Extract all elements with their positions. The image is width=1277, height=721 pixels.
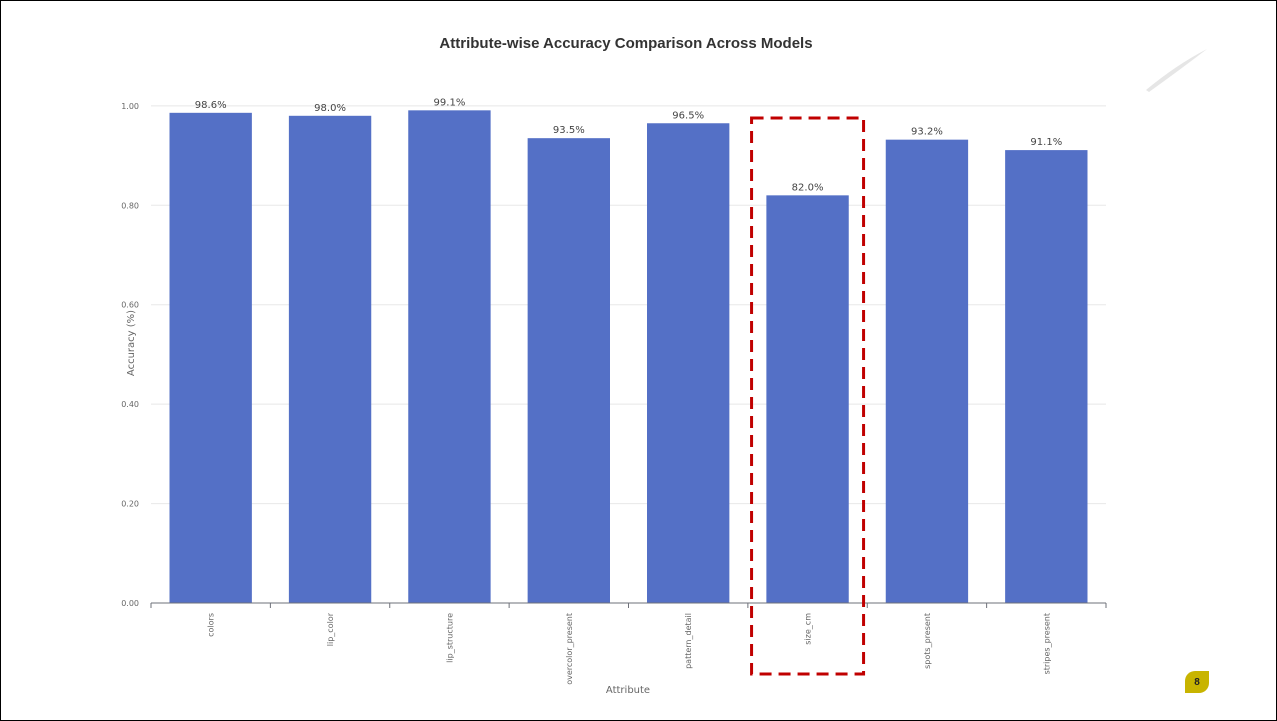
x-tick-label: pattern_detail bbox=[684, 613, 693, 669]
x-tick-label: lip_structure bbox=[445, 613, 454, 663]
bars bbox=[169, 110, 1088, 604]
data-label: 98.0% bbox=[314, 103, 346, 114]
x-tick-label: size_cm bbox=[804, 613, 813, 645]
page-number-badge: 8 bbox=[1185, 671, 1209, 693]
data-label: 91.1% bbox=[1030, 137, 1062, 148]
x-tick-label: stripes_present bbox=[1042, 613, 1051, 674]
x-tick-label: spots_present bbox=[923, 613, 932, 669]
decorative-swoosh bbox=[1146, 49, 1207, 92]
bar-pattern-detail bbox=[647, 123, 730, 603]
bar-lip-color bbox=[288, 115, 372, 604]
y-axis-label: Accuracy (%) bbox=[126, 310, 137, 376]
x-axis-label: Attribute bbox=[606, 685, 650, 696]
bar-colors bbox=[169, 112, 252, 604]
data-labels: 98.6% 98.0% 99.1% 93.5% 96.5% 82.0% 93.2% 91.1% bbox=[195, 97, 1062, 193]
y-tick-label: 0.20 bbox=[121, 500, 139, 509]
bar-size-cm bbox=[766, 195, 849, 604]
x-tick-label: lip_color bbox=[326, 612, 335, 646]
data-label: 93.5% bbox=[553, 125, 585, 136]
y-tick-label: 0.80 bbox=[121, 201, 139, 210]
x-tick-label: colors bbox=[207, 613, 216, 637]
data-label: 98.6% bbox=[195, 100, 227, 111]
axes: 0.00 0.20 0.40 0.60 0.80 1.00 colors lip_color l… bbox=[121, 102, 1107, 685]
data-label: 99.1% bbox=[434, 97, 466, 108]
x-tick-label: overcolor_present bbox=[565, 613, 574, 685]
y-tick-label: 0.00 bbox=[121, 599, 139, 608]
bar-spots-present bbox=[885, 139, 969, 604]
y-tick-label: 0.40 bbox=[121, 400, 139, 409]
bar-lip-structure bbox=[408, 110, 491, 604]
highlight-box-size-cm bbox=[750, 116, 866, 676]
bar-overcolor-present bbox=[527, 138, 610, 603]
y-tick-label: 0.60 bbox=[121, 301, 139, 310]
bar-stripes-present bbox=[1005, 150, 1088, 604]
y-tick-label: 1.00 bbox=[121, 102, 139, 111]
data-label: 82.0% bbox=[792, 182, 824, 193]
data-label: 93.2% bbox=[911, 127, 943, 138]
chart-title: Attribute-wise Accuracy Comparison Acros… bbox=[439, 35, 813, 52]
data-label: 96.5% bbox=[672, 110, 704, 121]
